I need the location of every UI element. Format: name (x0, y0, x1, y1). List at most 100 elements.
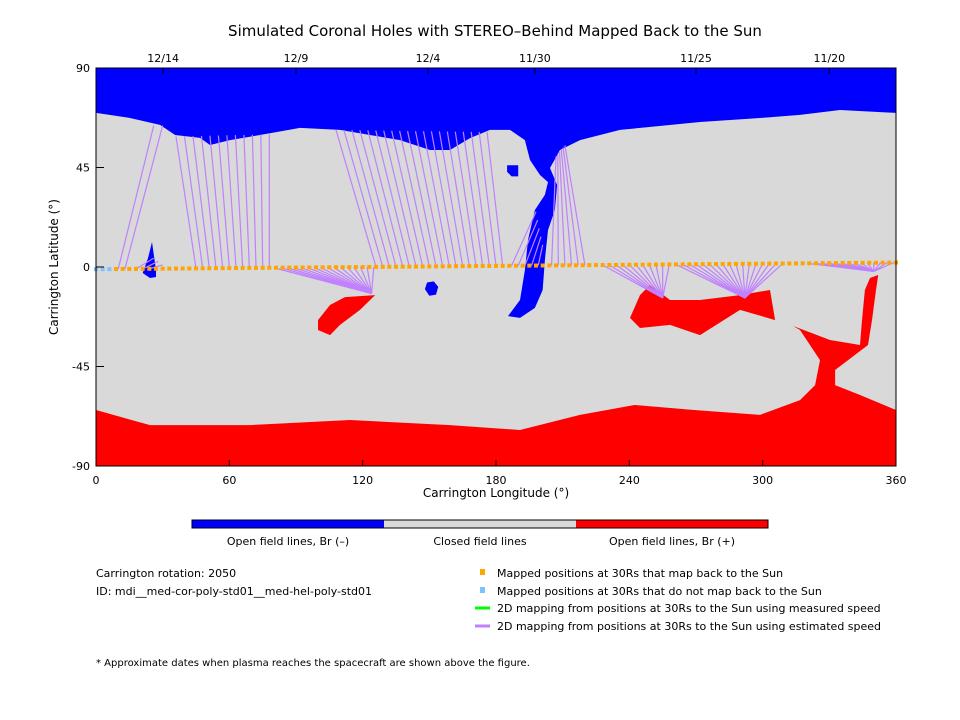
mapped-position (887, 260, 892, 265)
mapped-position (174, 266, 178, 271)
field-line-estimated (558, 151, 566, 266)
mapped-position (307, 265, 312, 270)
y-tick-label: 0 (83, 261, 90, 274)
field-line-estimated (399, 130, 430, 267)
mapped-position (127, 266, 132, 271)
mapped-position (594, 263, 598, 268)
mapped-position (494, 263, 498, 268)
legend-estimated-label: 2D mapping from positions at 30Rs to the… (497, 620, 881, 633)
field-line-estimated (370, 266, 375, 294)
mapped-position (634, 262, 638, 267)
mapped-position (434, 264, 438, 269)
mapped-position (274, 265, 278, 270)
mapped-position (774, 261, 778, 266)
field-line-estimated (708, 263, 746, 299)
mapped-position (207, 266, 212, 271)
field-line-estimated (635, 264, 664, 299)
mapped-position (407, 264, 412, 269)
colorbar-label-negative: Open field lines, Br (–) (227, 535, 349, 548)
field-line-estimated (209, 135, 224, 269)
mapped-position (667, 262, 672, 267)
legend-measured-label: 2D mapping from positions at 30Rs to the… (497, 602, 881, 615)
top-date-label: 12/4 (416, 52, 441, 65)
colorbar-closed (384, 520, 576, 528)
mapped-position (627, 262, 632, 267)
mapped-position (674, 262, 678, 267)
mapped-position (720, 262, 725, 267)
field-line-estimated (689, 263, 746, 299)
x-tick-label: 120 (352, 474, 373, 487)
legend-not-mapped-label: Mapped positions at 30Rs that do not map… (497, 585, 822, 598)
colorbar: Open field lines, Br (–) Closed field li… (191, 519, 769, 548)
mapped-position (340, 265, 345, 270)
mapped-position (880, 260, 885, 265)
field-line-estimated (430, 131, 457, 267)
mapped-position (514, 263, 518, 268)
mapped-position (847, 260, 852, 265)
field-line-estimated (343, 129, 384, 267)
top-date-label: 11/20 (813, 52, 845, 65)
mapped-position (214, 266, 218, 271)
mapped-position (620, 262, 625, 267)
mapped-position (800, 261, 805, 266)
field-line-estimated (744, 263, 764, 299)
mapped-position (560, 263, 565, 268)
colorbar-negative (192, 520, 384, 528)
mapped-position (534, 263, 538, 268)
field-line-estimated (335, 129, 377, 268)
x-tick-label: 180 (486, 474, 507, 487)
axes: 0 60 120 180 240 300 360 90 45 0 -45 -90 12/14 12/9 12… (72, 52, 906, 487)
field-line-estimated (695, 263, 746, 299)
top-date-label: 11/25 (680, 52, 712, 65)
field-line-estimated (200, 135, 217, 269)
field-line-estimated (260, 134, 264, 268)
field-line-estimated (359, 266, 373, 294)
mapped-position (300, 265, 305, 270)
y-tick-label: -45 (72, 361, 90, 374)
open-field-negative-region (424, 281, 439, 296)
field-line-estimated (353, 266, 373, 294)
colorbar-positive (576, 520, 768, 528)
legend-not-mapped-swatch (480, 587, 485, 593)
mapped-position (694, 262, 698, 267)
field-line-estimated (135, 257, 155, 270)
field-line-estimated (715, 263, 746, 299)
field-line-estimated (192, 136, 210, 269)
mapped-position (160, 266, 165, 271)
footnote: * Approximate dates when plasma reaches … (96, 658, 530, 669)
mapped-position (414, 264, 418, 269)
not-mapped-position (100, 267, 105, 272)
mapped-position (574, 263, 578, 268)
field-line-estimated (251, 134, 257, 268)
mapped-position (554, 263, 558, 268)
field-line-estimated (722, 263, 746, 299)
field-line-estimated (234, 135, 244, 269)
colorbar-frame (191, 519, 769, 529)
open-field-negative-region (507, 165, 519, 177)
chart-title: Simulated Coronal Holes with STEREO–Behi… (228, 22, 762, 40)
mapped-positions (94, 260, 898, 272)
field-line-estimated (391, 130, 424, 267)
field-line-estimated (537, 244, 544, 266)
mapped-position (294, 265, 298, 270)
field-line-estimated (524, 228, 540, 266)
mapped-position (860, 260, 865, 265)
mapped-position (480, 264, 485, 269)
mapped-position (740, 261, 745, 266)
mapped-position (680, 262, 685, 267)
plot-area (94, 67, 898, 467)
mapped-position (140, 266, 145, 271)
mapped-position (700, 262, 705, 267)
field-line-estimated (462, 131, 484, 267)
mapped-position (280, 265, 285, 270)
mapped-position (760, 261, 765, 266)
mapped-position (867, 260, 872, 265)
mapped-position (467, 264, 472, 269)
mapped-position (260, 265, 265, 270)
mapped-position (827, 261, 832, 266)
mapped-position (874, 260, 878, 265)
mapped-position (154, 266, 158, 271)
mapped-position (354, 265, 358, 270)
mapped-position (134, 266, 138, 271)
field-line-estimated (511, 211, 537, 267)
